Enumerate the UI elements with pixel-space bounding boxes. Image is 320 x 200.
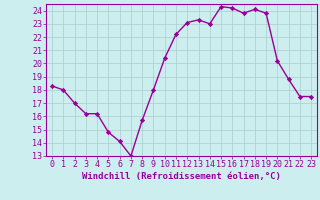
X-axis label: Windchill (Refroidissement éolien,°C): Windchill (Refroidissement éolien,°C) (82, 172, 281, 181)
